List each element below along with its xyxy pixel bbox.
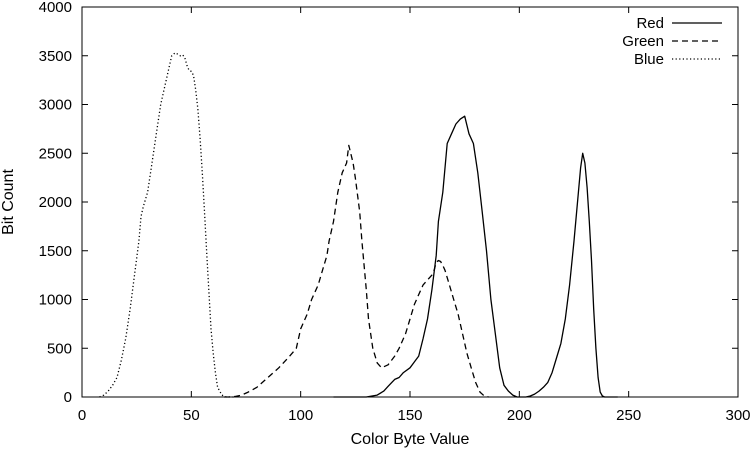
y-tick-label: 2000: [39, 194, 72, 211]
x-tick-label: 150: [397, 407, 422, 424]
legend-label-blue: Blue: [634, 51, 664, 68]
x-axis-ticks: 0 50 100 150 200 250 300: [78, 7, 751, 424]
y-axis-title: Bit Count: [0, 169, 17, 235]
y-tick-label: 3500: [39, 48, 72, 65]
series-line-green: [224, 144, 489, 398]
series-line-blue: [99, 52, 236, 398]
x-tick-label: 50: [183, 407, 200, 424]
y-tick-label: 1500: [39, 243, 72, 260]
legend-label-green: Green: [622, 33, 664, 50]
y-tick-label: 2500: [39, 145, 72, 162]
y-tick-label: 1000: [39, 292, 72, 309]
y-tick-label: 3000: [39, 97, 72, 114]
legend-label-red: Red: [636, 15, 664, 32]
x-tick-label: 100: [288, 407, 313, 424]
y-tick-label: 0: [64, 389, 72, 406]
series-line-red: [333, 115, 618, 398]
y-axis-ticks: 0 500 1000 1500 2000 2500 3000 3500 4000: [39, 0, 738, 406]
x-axis-title: Color Byte Value: [351, 431, 470, 448]
x-tick-label: 250: [616, 407, 641, 424]
y-tick-label: 500: [47, 340, 72, 357]
x-tick-label: 200: [507, 407, 532, 424]
series-layer: [99, 52, 618, 398]
x-tick-label: 300: [725, 407, 750, 424]
y-tick-label: 4000: [39, 0, 72, 16]
x-tick-label: 0: [78, 407, 86, 424]
